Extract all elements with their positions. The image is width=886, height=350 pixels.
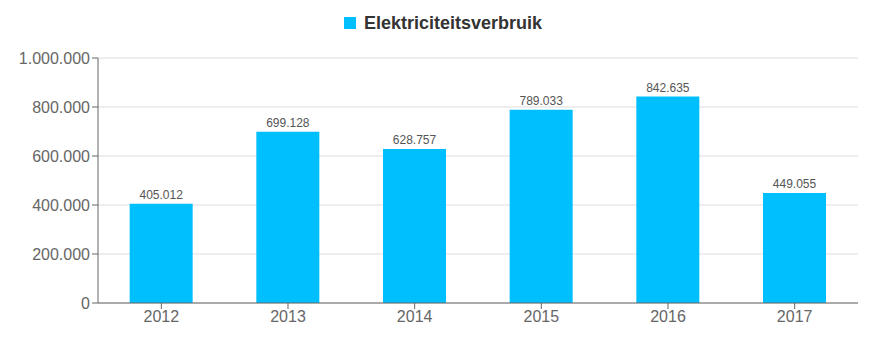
svg-text:200.000: 200.000 (32, 246, 90, 263)
svg-text:2012: 2012 (144, 308, 180, 325)
svg-text:2014: 2014 (397, 308, 433, 325)
svg-text:628.757: 628.757 (393, 133, 437, 147)
svg-text:0: 0 (81, 295, 90, 312)
svg-text:405.012: 405.012 (139, 188, 183, 202)
html-text:Elektriciteitsverbruik: Elektriciteitsverbruik (364, 12, 542, 33)
svg-text:600.000: 600.000 (32, 148, 90, 165)
svg-text:1.000.000: 1.000.000 (19, 50, 90, 67)
svg-text:2015: 2015 (524, 308, 560, 325)
svg-text:699.128: 699.128 (266, 116, 310, 130)
svg-text:2013: 2013 (270, 308, 306, 325)
svg-text:400.000: 400.000 (32, 197, 90, 214)
svg-text:800.000: 800.000 (32, 99, 90, 116)
svg-text:842.635: 842.635 (646, 81, 690, 95)
svg-text:789.033: 789.033 (519, 94, 563, 108)
svg-text:449.055: 449.055 (773, 177, 817, 191)
svg-text:2016: 2016 (650, 308, 686, 325)
svg-text:2017: 2017 (777, 308, 813, 325)
